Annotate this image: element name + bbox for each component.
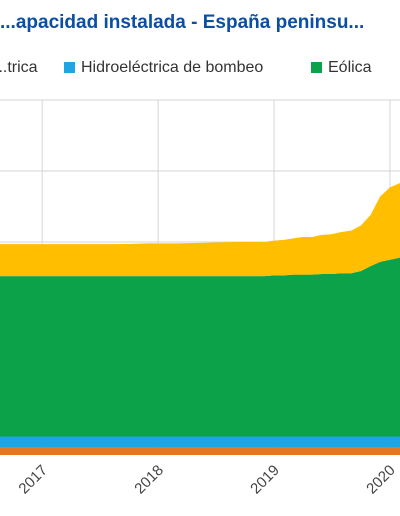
area-series-3 <box>0 183 400 277</box>
legend-item-pumped-hydro[interactable]: Hidroeléctrica de bombeo <box>64 59 263 77</box>
legend-swatch-wind <box>311 62 322 73</box>
legend-label-wind: Eólica <box>328 59 372 76</box>
chart-title: ...apacidad instalada - España peninsu..… <box>0 12 365 33</box>
legend-item-solar[interactable]: ...trica <box>0 59 38 77</box>
legend-label-pumped-hydro: Hidroeléctrica de bombeo <box>81 59 264 76</box>
area-series-1 <box>0 436 400 448</box>
x-tick-label: 2018 <box>131 462 167 498</box>
area-layer <box>0 183 400 455</box>
legend-swatch-pumped-hydro <box>64 62 75 73</box>
legend-item-wind[interactable]: Eólica <box>311 59 372 77</box>
area-series-2 <box>0 257 400 437</box>
x-tick-label: 2019 <box>247 462 283 498</box>
legend-label-solar: ...trica <box>0 59 38 76</box>
x-axis-ticks: 2017 2018 2019 2020 <box>15 462 398 498</box>
legend: ...trica Hidroeléctrica de bombeo Eólica <box>0 59 400 79</box>
x-tick-label: 2017 <box>15 462 51 498</box>
x-tick-label: 2020 <box>363 462 399 498</box>
area-series-0 <box>0 447 400 455</box>
